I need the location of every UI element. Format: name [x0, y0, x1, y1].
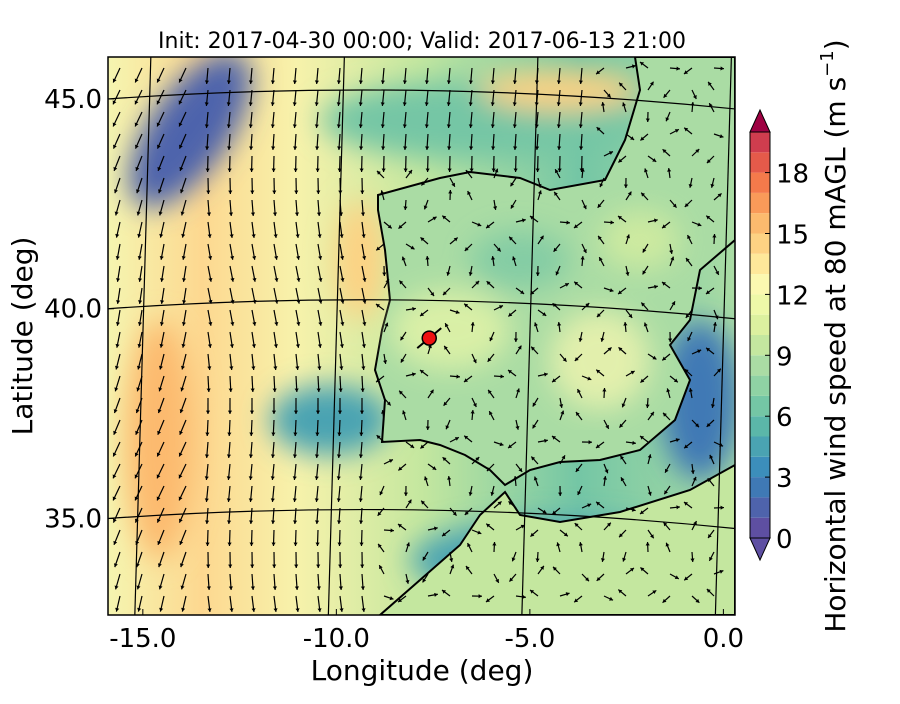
colorbar-band: [750, 477, 770, 497]
site-marker: [422, 331, 436, 345]
colorbar-label: Horizontal wind speed at 80 mAGL (m s−1): [817, 39, 852, 632]
y-axis-label: Latitude (deg): [6, 237, 39, 436]
colorbar-tick-label: 15: [776, 221, 809, 251]
colorbar-band: [750, 173, 770, 193]
colorbar-label-sup: −1: [817, 50, 838, 77]
colorbar-band: [750, 335, 770, 355]
colorbar-tick-label: 12: [776, 281, 809, 311]
x-tick-label: -10.0: [303, 624, 370, 654]
colorbar-over: [750, 110, 770, 132]
y-tick-label: 45.0: [44, 85, 102, 115]
x-tick-label: 0.0: [703, 624, 744, 654]
colorbar-band: [750, 294, 770, 314]
colorbar-band: [750, 234, 770, 254]
colorbar-band: [750, 254, 770, 274]
colorbar-band: [750, 193, 770, 213]
y-tick-label: 35.0: [44, 505, 102, 535]
colorbar-band: [750, 416, 770, 436]
x-tick-label: -5.0: [505, 624, 556, 654]
colorbar-tick-label: 3: [776, 464, 793, 494]
colorbar-band: [750, 376, 770, 396]
map-field: [106, 33, 740, 615]
colorbar-band: [750, 315, 770, 335]
colorbar-band: [750, 355, 770, 375]
colorbar-label-end: ): [819, 39, 852, 50]
colorbar-band: [750, 396, 770, 416]
y-tick-label: 40.0: [44, 295, 102, 325]
colorbar-band: [750, 213, 770, 233]
x-axis-label: Longitude (deg): [311, 654, 534, 687]
colorbar-under: [750, 538, 770, 560]
colorbar-band: [750, 274, 770, 294]
colorbar-band: [750, 132, 770, 152]
colorbar-tick-label: 9: [776, 342, 793, 372]
colorbar-band: [750, 497, 770, 517]
colorbar: 0 3 6 9 12 15 18: [750, 110, 809, 560]
colorbar-band: [750, 457, 770, 477]
colorbar-tick-label: 0: [776, 525, 793, 555]
x-tick-label: -15.0: [109, 624, 176, 654]
colorbar-band: [750, 518, 770, 538]
colorbar-tick-label: 18: [776, 160, 809, 190]
colorbar-label-main: Horizontal wind speed at 80 mAGL (m s: [819, 77, 852, 633]
colorbar-band: [750, 152, 770, 172]
colorbar-tick-label: 6: [776, 403, 793, 433]
chart-title: Init: 2017-04-30 00:00; Valid: 2017-06-1…: [158, 29, 686, 54]
colorbar-band: [750, 437, 770, 457]
